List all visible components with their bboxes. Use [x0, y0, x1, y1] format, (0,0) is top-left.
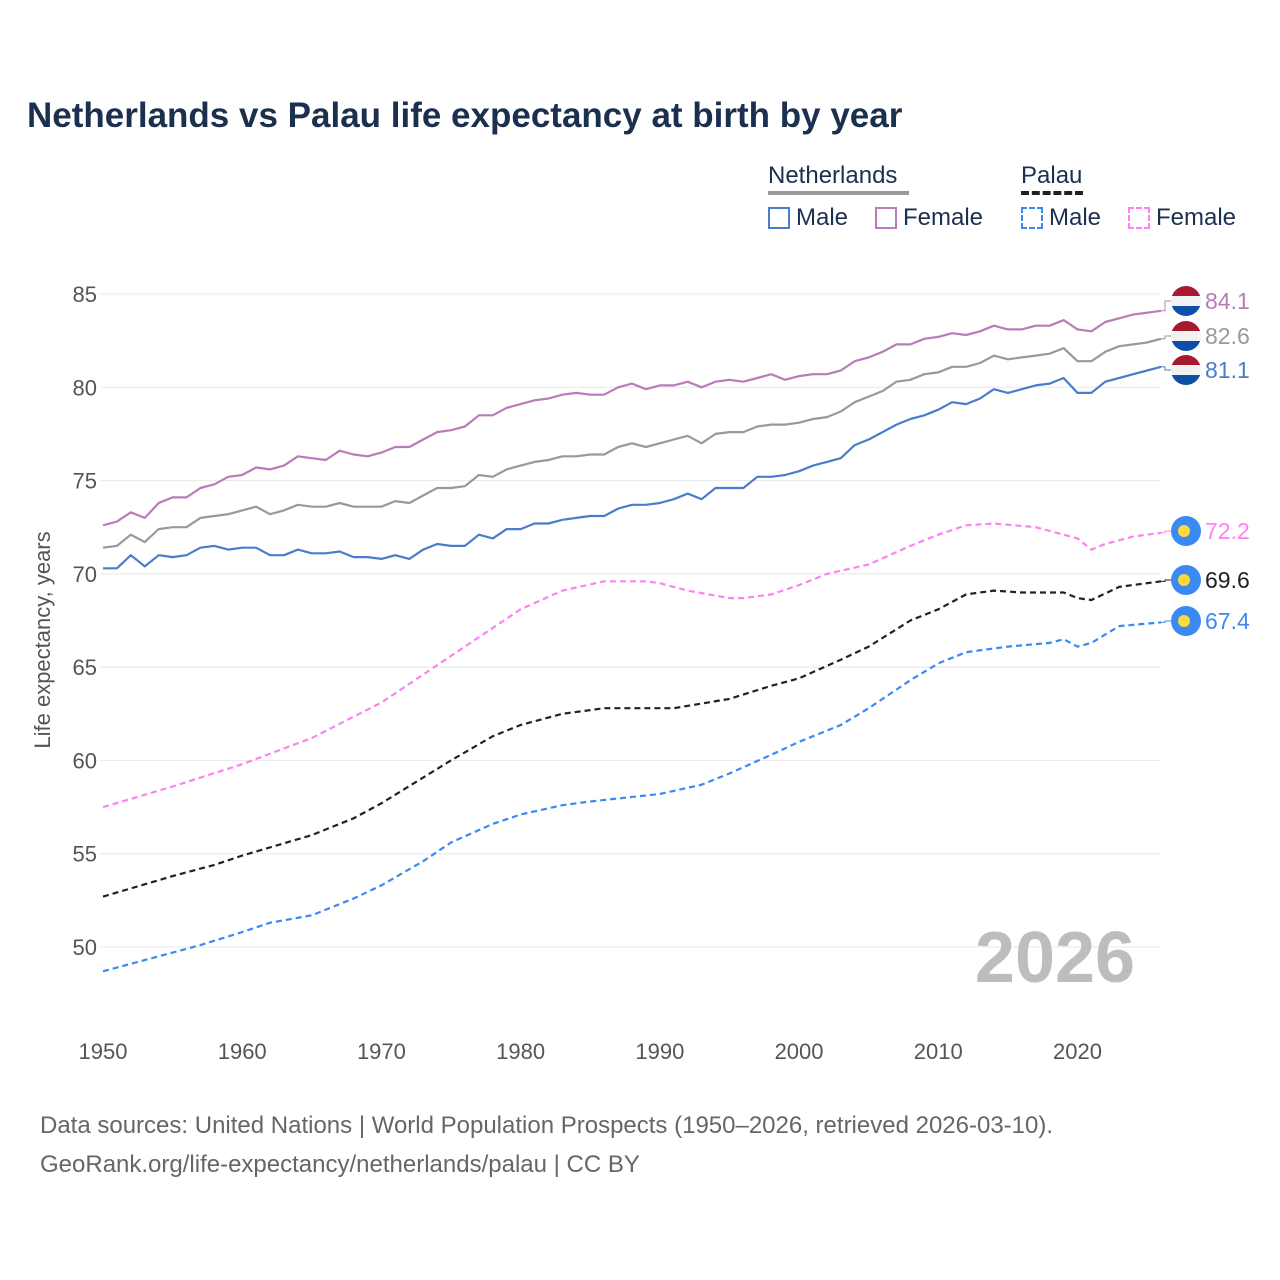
end-connector: [1161, 579, 1171, 582]
netherlands-flag-icon: [1171, 355, 1201, 385]
series-line-netherlands-male: [103, 365, 1162, 570]
x-tick-label: 2000: [775, 1039, 824, 1064]
end-value-label: 81.1: [1205, 357, 1250, 383]
flag-moon: [1178, 615, 1190, 627]
end-value-label: 72.2: [1205, 518, 1250, 544]
series-line-palau-female: [102, 522, 1162, 809]
x-tick-label: 1990: [635, 1039, 684, 1064]
y-tick-label: 70: [73, 562, 97, 587]
legend-swatch: [875, 207, 897, 229]
y-tick-label: 85: [73, 282, 97, 307]
flag-stripe-blue: [1171, 306, 1201, 316]
source-note: Data sources: United Nations | World Pop…: [40, 1106, 1053, 1184]
legend-palau-underline: [1021, 191, 1083, 195]
end-value-label: 84.1: [1205, 288, 1250, 314]
end-connector: [1161, 366, 1171, 371]
palau-flag-icon: [1171, 565, 1201, 595]
chart-title: Netherlands vs Palau life expectancy at …: [27, 96, 903, 135]
legend-item-palau-female[interactable]: Female: [1128, 204, 1236, 232]
y-tick-label: 50: [73, 935, 97, 960]
legend-label: Male: [1049, 204, 1102, 231]
y-tick-label: 65: [73, 655, 97, 680]
y-tick-label: 80: [73, 375, 97, 400]
flag-moon: [1178, 574, 1190, 586]
end-connector: [1161, 530, 1171, 534]
flag-stripe-blue: [1171, 341, 1201, 351]
flag-stripe-white: [1171, 331, 1201, 341]
flag-stripe-red: [1171, 321, 1201, 331]
x-tick-label: 2020: [1053, 1039, 1102, 1064]
legend-label: Female: [1156, 204, 1237, 231]
netherlands-flag-icon: [1171, 321, 1201, 351]
legend-swatch: [1021, 207, 1043, 229]
legend-swatch: [1128, 207, 1150, 229]
legend-item-netherlands-female[interactable]: Female: [875, 204, 983, 232]
x-tick-label: 2010: [914, 1039, 963, 1064]
legend-label: Female: [903, 204, 984, 231]
end-connector: [1161, 300, 1171, 312]
flag-moon: [1178, 525, 1190, 537]
end-connector: [1161, 620, 1171, 623]
legend-item-netherlands-male[interactable]: Male: [768, 204, 848, 232]
y-axis-label: Life expectancy, years: [30, 531, 55, 748]
palau-flag-icon: [1171, 516, 1201, 546]
flag-stripe-white: [1171, 365, 1201, 375]
year-watermark: 2026: [975, 918, 1135, 998]
x-tick-label: 1960: [218, 1039, 267, 1064]
legend-group-palau: Palau: [1021, 162, 1083, 189]
legend-group-netherlands: Netherlands: [768, 162, 898, 189]
legend-swatch: [768, 207, 790, 229]
y-tick-label: 55: [73, 842, 97, 867]
source-line-1: Data sources: United Nations | World Pop…: [40, 1112, 1054, 1139]
netherlands-flag-icon: [1171, 286, 1201, 316]
end-value-label: 82.6: [1205, 323, 1250, 349]
flag-stripe-blue: [1171, 375, 1201, 385]
series-line-palau-total: [102, 580, 1162, 898]
end-value-label: 67.4: [1205, 608, 1250, 634]
flag-stripe-red: [1171, 286, 1201, 296]
flag-stripe-white: [1171, 296, 1201, 306]
series-line-netherlands-female: [102, 309, 1162, 527]
end-value-label: 69.6: [1205, 567, 1250, 593]
legend-item-palau-male[interactable]: Male: [1021, 204, 1101, 232]
x-tick-label: 1970: [357, 1039, 406, 1064]
y-tick-label: 60: [73, 748, 97, 773]
x-tick-label: 1980: [496, 1039, 545, 1064]
legend-netherlands-underline: [768, 191, 909, 195]
flag-stripe-red: [1171, 355, 1201, 365]
series-line-netherlands-total: [102, 337, 1162, 549]
end-connector: [1161, 335, 1171, 340]
x-tick-label: 1950: [79, 1039, 128, 1064]
palau-flag-icon: [1171, 606, 1201, 636]
legend-label: Male: [796, 204, 849, 231]
source-line-2[interactable]: GeoRank.org/life-expectancy/netherlands/…: [40, 1151, 640, 1178]
y-tick-label: 75: [73, 469, 97, 494]
series-line-palau-male: [102, 621, 1162, 973]
